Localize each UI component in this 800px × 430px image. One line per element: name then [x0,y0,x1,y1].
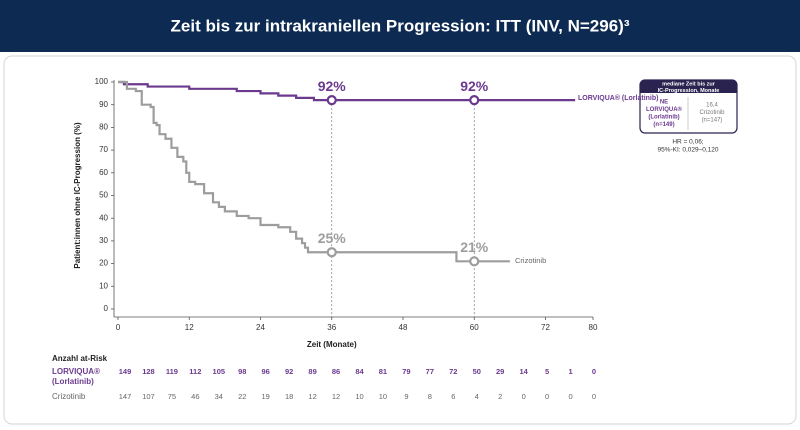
at-risk-value: 75 [168,392,176,401]
y-tick-label: 80 [99,123,108,132]
at-risk-value: 2 [498,392,502,401]
y-tick-label: 10 [99,281,108,290]
at-risk-value: 79 [402,367,410,376]
at-risk-value: 81 [379,367,387,376]
at-risk-value: 19 [262,392,270,401]
km-curve [118,80,576,102]
at-risk-name: LORVIQUA® [52,367,100,376]
at-risk-value: 92 [285,367,293,376]
at-risk-value: 147 [119,392,132,401]
at-risk-value: 5 [545,367,549,376]
marker [469,256,480,267]
at-risk-title: Anzahl at-Risk [52,354,108,363]
median-box-header [640,80,737,93]
y-tick-label: 50 [99,191,108,200]
at-risk-value: 29 [496,367,504,376]
km-curve [118,80,510,263]
at-risk-name: Crizotinib [52,392,86,401]
legend-label: Crizotinib [515,256,546,265]
at-risk-value: 86 [332,367,340,376]
at-risk-value: 0 [592,367,596,376]
card [3,55,797,425]
x-tick-label: 72 [541,323,550,332]
median-crizotinib: (n=147) [702,118,723,124]
stats-text: 95%-KI: 0,029–0,120 [657,147,718,154]
at-risk-value: 77 [426,367,434,376]
x-tick-label: 12 [185,323,194,332]
marker-label: 92% [318,78,347,94]
y-tick-label: 100 [95,77,109,86]
marker [326,247,337,258]
at-risk-value: 4 [475,392,479,401]
legend-label: LORVIQUA® (Lorlatinib) [578,94,658,102]
stats-text: HR = 0,06; [672,139,703,146]
at-risk-value: 0 [592,392,596,401]
at-risk-value: 0 [522,392,526,401]
y-tick-label: 0 [104,304,109,313]
at-risk-value: 107 [142,392,155,401]
marker-label: 92% [460,78,489,94]
x-tick-label: 80 [589,323,598,332]
at-risk-value: 119 [166,367,178,376]
marker [326,95,337,106]
x-tick-label: 24 [256,323,265,332]
at-risk-value: 105 [213,367,226,376]
at-risk-value: 18 [285,392,293,401]
header-bar [0,0,800,52]
at-risk-value: 46 [191,392,199,401]
at-risk-value: 1 [568,367,572,376]
median-lorlatinib: NE [660,100,668,106]
at-risk-value: 72 [449,367,457,376]
x-tick-label: 36 [327,323,336,332]
marker-label: 25% [318,230,347,246]
median-box-title: IC-Progression, Monate [658,88,720,94]
x-axis-title: Zeit (Monate) [307,340,357,349]
at-risk-value: 10 [355,392,363,401]
at-risk-value: 34 [215,392,223,401]
x-tick-label: 0 [116,323,121,332]
y-axis-title: Patient:innen ohne IC-Progression (%) [73,122,82,269]
at-risk-value: 128 [142,367,155,376]
median-lorlatinib: (n=149) [653,122,674,128]
at-risk-value: 84 [355,367,364,376]
median-lorlatinib: (Lorlatinib) [648,115,679,121]
at-risk-value: 14 [519,367,528,376]
chart-title: Zeit bis zur intrakraniellen Progression… [171,16,630,35]
at-risk-value: 22 [238,392,246,401]
marker [469,95,480,106]
at-risk-value: 112 [189,367,201,376]
y-tick-label: 60 [99,168,108,177]
at-risk-value: 96 [262,367,270,376]
y-tick-label: 90 [99,100,108,109]
median-crizotinib: 16,4 [706,103,718,109]
at-risk-value: 0 [568,392,572,401]
at-risk-value: 89 [308,367,316,376]
marker-label: 21% [460,239,489,255]
at-risk-name: (Lorlatinib) [52,377,94,386]
at-risk-value: 10 [379,392,387,401]
at-risk-value: 8 [428,392,432,401]
at-risk-value: 149 [119,367,132,376]
y-tick-label: 70 [99,145,108,154]
median-crizotinib: Crizotinib [699,110,725,116]
x-tick-label: 60 [470,323,479,332]
median-box-title: mediane Zeit bis zur [662,81,716,87]
at-risk-value: 6 [451,392,455,401]
y-tick-label: 30 [99,236,108,245]
at-risk-value: 12 [332,392,340,401]
at-risk-value: 12 [308,392,316,401]
median-lorlatinib: LORVIQUA® [646,106,683,113]
at-risk-value: 50 [473,367,481,376]
y-tick-label: 40 [99,213,108,222]
at-risk-value: 0 [545,392,549,401]
y-tick-label: 20 [99,259,108,268]
at-risk-value: 98 [238,367,246,376]
at-risk-value: 9 [404,392,408,401]
x-tick-label: 48 [399,323,408,332]
